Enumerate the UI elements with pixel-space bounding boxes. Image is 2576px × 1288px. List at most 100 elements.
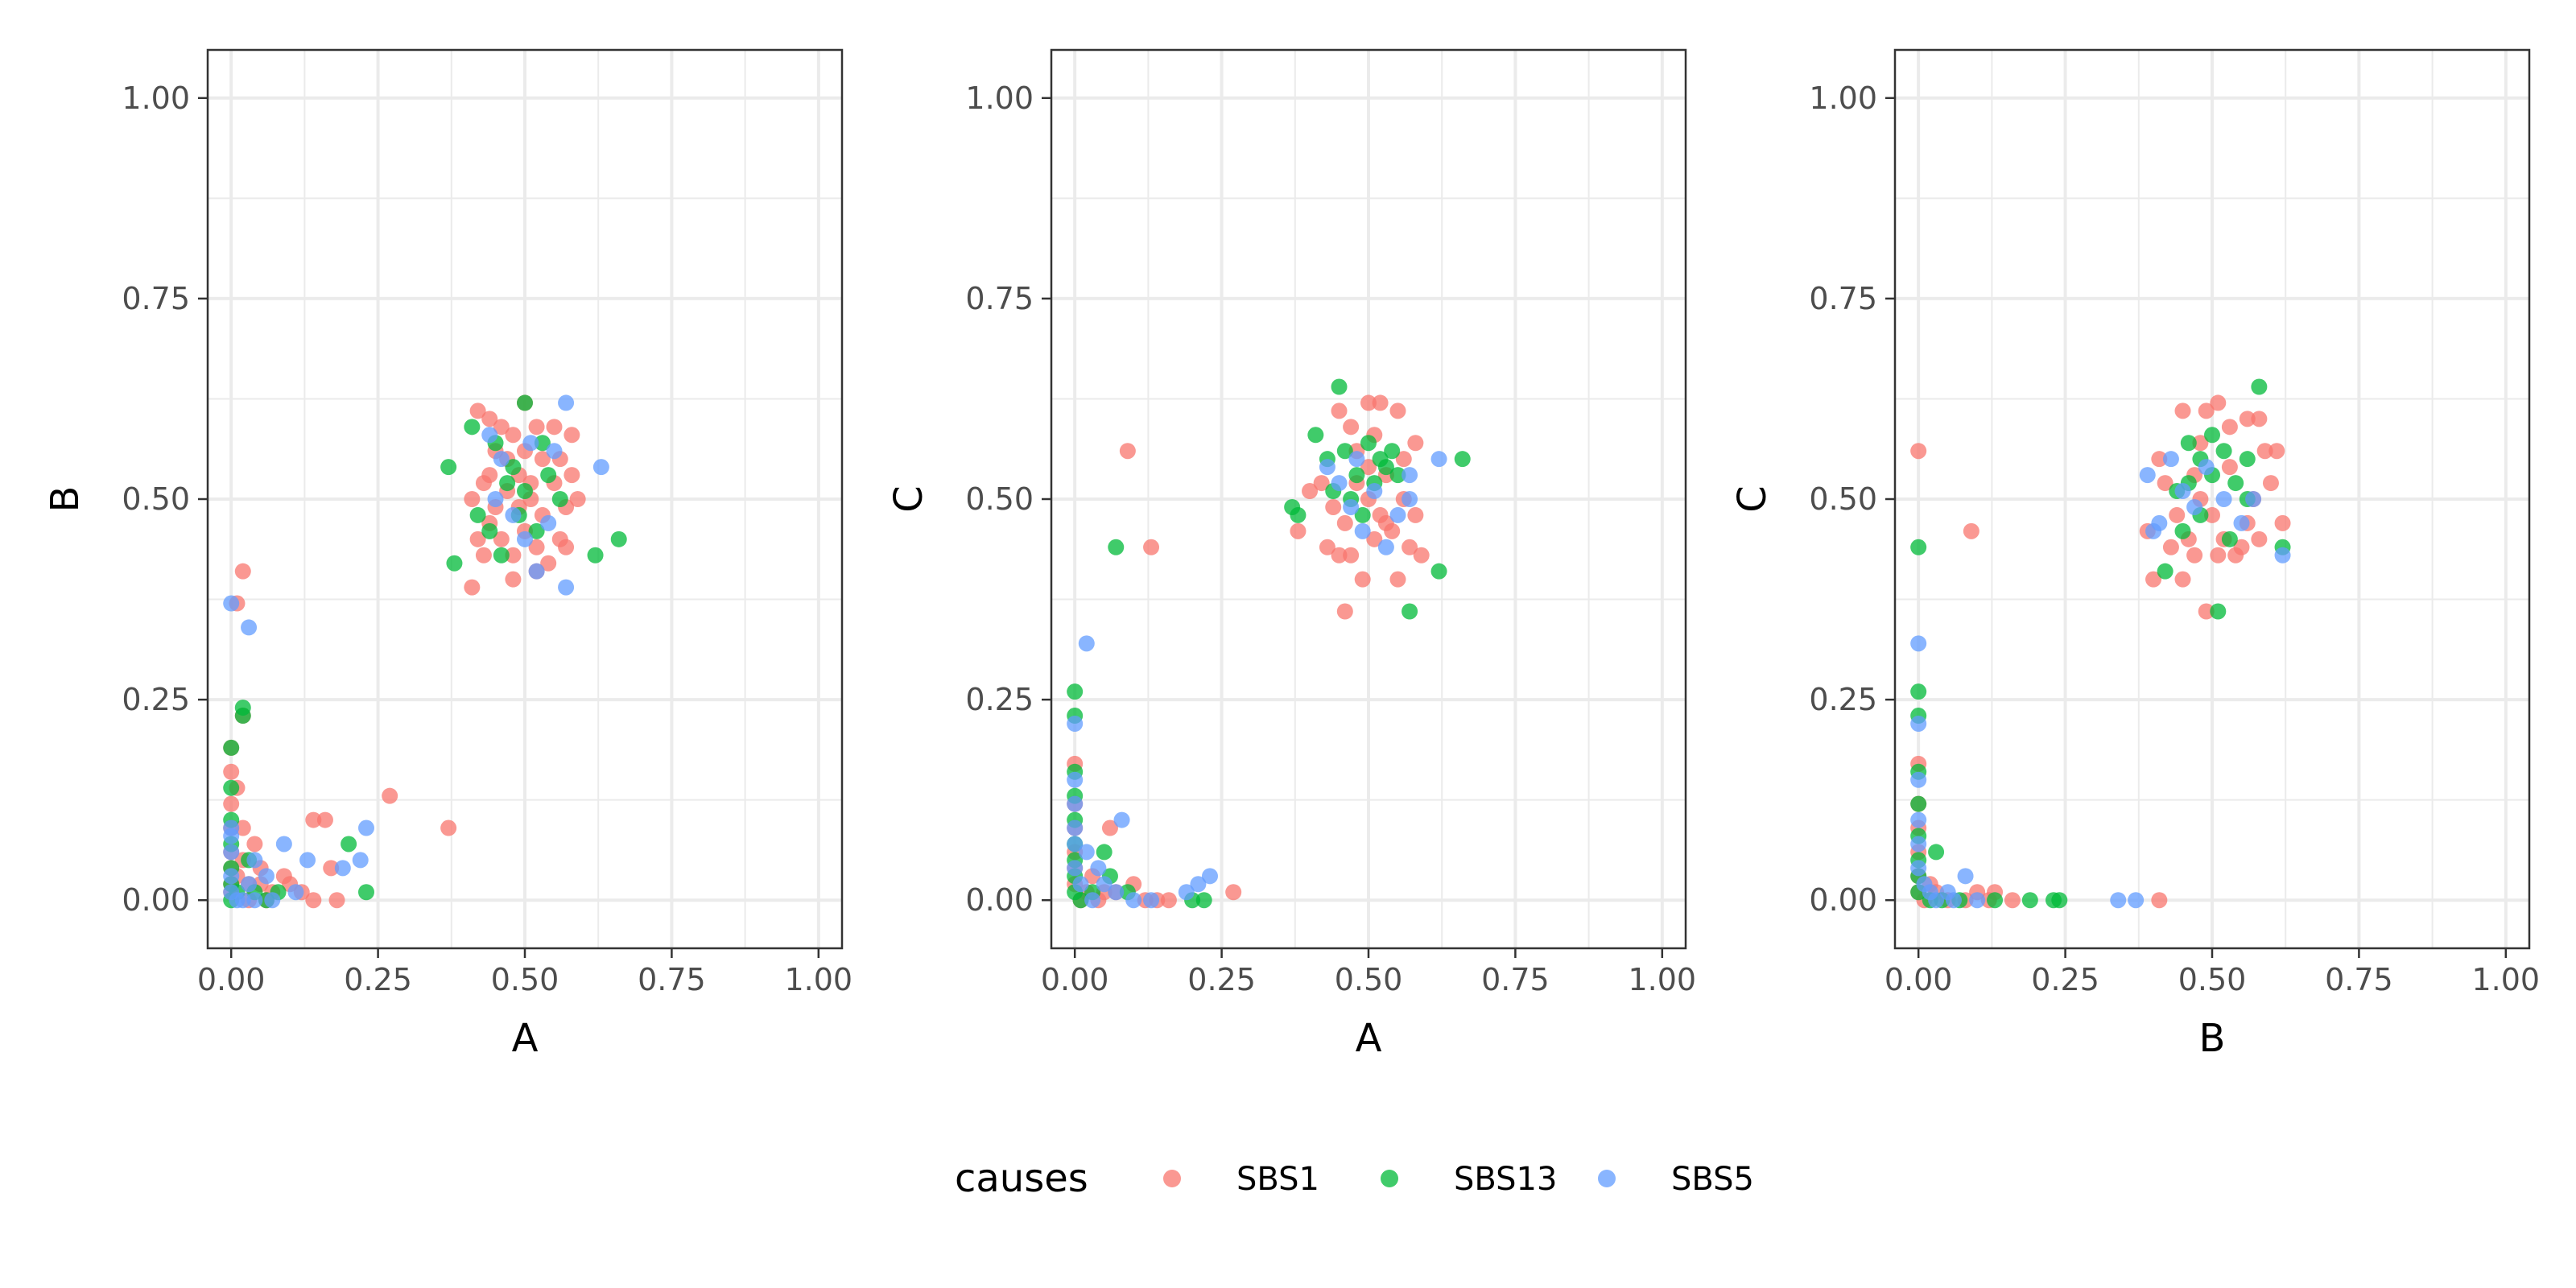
y-tick-label: 1.00	[122, 80, 190, 116]
x-tick-label: 1.00	[785, 962, 853, 997]
point-sbs13	[1195, 892, 1212, 909]
point-sbs1	[2251, 530, 2268, 547]
legend-item-sbs5: SBS5	[1598, 1161, 1754, 1198]
point-sbs1	[1360, 394, 1377, 411]
y-tick-label: 0.25	[1809, 682, 1877, 717]
point-sbs5	[517, 530, 533, 547]
point-sbs5	[1067, 819, 1084, 836]
point-sbs5	[234, 892, 251, 909]
point-sbs5	[223, 844, 240, 861]
point-sbs1	[223, 795, 240, 812]
data-points	[1067, 378, 1471, 909]
point-sbs1	[2145, 571, 2162, 588]
point-sbs1	[493, 419, 510, 436]
point-sbs1	[540, 555, 557, 572]
x-axis-title: A	[512, 1016, 539, 1061]
point-sbs5	[1096, 876, 1113, 893]
point-sbs13	[2210, 603, 2227, 620]
point-sbs5	[2198, 459, 2215, 476]
point-sbs5	[1402, 491, 1418, 507]
point-sbs1	[2204, 506, 2220, 523]
point-sbs1	[534, 451, 551, 468]
point-sbs1	[464, 579, 481, 596]
point-sbs5	[1910, 635, 1927, 652]
y-axis-title: C	[886, 485, 931, 513]
point-sbs5	[1067, 836, 1084, 852]
point-sbs1	[2221, 459, 2238, 476]
y-tick-label: 0.00	[1809, 882, 1877, 918]
point-sbs1	[323, 860, 340, 877]
point-sbs1	[2151, 892, 2168, 909]
point-sbs1	[2268, 443, 2285, 460]
point-sbs5	[1113, 811, 1130, 828]
point-sbs13	[358, 884, 374, 901]
point-sbs5	[1910, 836, 1927, 852]
point-sbs1	[2274, 514, 2291, 531]
point-sbs5	[522, 435, 539, 452]
point-sbs1	[505, 547, 522, 564]
point-sbs1	[1343, 419, 1360, 436]
y-tick-label: 0.00	[965, 882, 1034, 918]
point-sbs5	[1354, 522, 1371, 539]
point-sbs13	[481, 522, 498, 539]
point-sbs1	[2210, 547, 2227, 564]
point-sbs13	[1067, 683, 1084, 700]
point-sbs1	[564, 467, 580, 484]
point-sbs13	[2157, 563, 2174, 580]
point-sbs5	[1430, 451, 1447, 468]
point-sbs5	[528, 563, 545, 580]
point-sbs5	[334, 860, 351, 877]
point-sbs5	[1910, 860, 1927, 877]
point-sbs13	[1336, 443, 1353, 460]
point-sbs1	[1354, 571, 1371, 588]
point-sbs5	[1202, 868, 1218, 885]
point-sbs1	[1290, 522, 1307, 539]
point-sbs13	[2180, 435, 2197, 452]
point-sbs5	[1108, 884, 1125, 901]
point-sbs5	[241, 619, 258, 636]
point-sbs1	[305, 811, 322, 828]
point-sbs1	[234, 819, 251, 836]
x-axis-title: A	[1356, 1016, 1382, 1061]
point-sbs1	[246, 836, 263, 852]
point-sbs1	[305, 892, 322, 909]
point-sbs1	[2198, 402, 2215, 419]
point-sbs1	[2192, 435, 2209, 452]
point-sbs5	[1125, 892, 1142, 909]
panel-3: 0.00 0.25 0.50 0.75 1.00 0.00 0.25 0.50 0.75 1.00…	[1730, 48, 2540, 1061]
point-sbs1	[1225, 884, 1242, 901]
y-tick-label: 0.50	[965, 481, 1034, 517]
point-sbs1	[2210, 394, 2227, 411]
data-points	[1910, 378, 2291, 909]
point-sbs1	[2239, 411, 2256, 427]
point-sbs1	[2233, 539, 2250, 555]
point-sbs13	[610, 530, 627, 547]
point-sbs5	[1910, 716, 1927, 732]
point-sbs1	[2004, 892, 2021, 909]
point-sbs1	[1407, 435, 1424, 452]
point-sbs1	[2151, 451, 2168, 468]
point-sbs1	[528, 539, 545, 555]
point-sbs13	[1928, 844, 1945, 861]
point-sbs1	[1143, 539, 1160, 555]
legend-label: SBS5	[1671, 1161, 1754, 1198]
x-tick-label: 0.50	[491, 962, 559, 997]
point-sbs5	[546, 443, 563, 460]
point-sbs1	[2262, 475, 2279, 492]
point-sbs13	[505, 459, 522, 476]
panel-1: 0.00 0.25 0.50 0.75 1.00 0.00 0.25 0.50 0.75 1.00…	[43, 48, 853, 1061]
legend-label: SBS1	[1236, 1161, 1319, 1198]
point-sbs5	[2245, 491, 2262, 507]
point-sbs1	[1372, 394, 1389, 411]
point-sbs13	[2204, 427, 2220, 444]
point-sbs13	[517, 483, 533, 500]
point-sbs1	[2186, 547, 2203, 564]
y-tick-label: 1.00	[1809, 80, 1877, 116]
point-sbs5	[2215, 491, 2232, 507]
point-sbs1	[1910, 443, 1927, 460]
point-sbs13	[1307, 427, 1324, 444]
point-sbs13	[223, 779, 240, 796]
x-tick-label: 0.75	[638, 962, 706, 997]
point-sbs1	[1325, 498, 1342, 515]
gridlines	[1895, 50, 2529, 948]
